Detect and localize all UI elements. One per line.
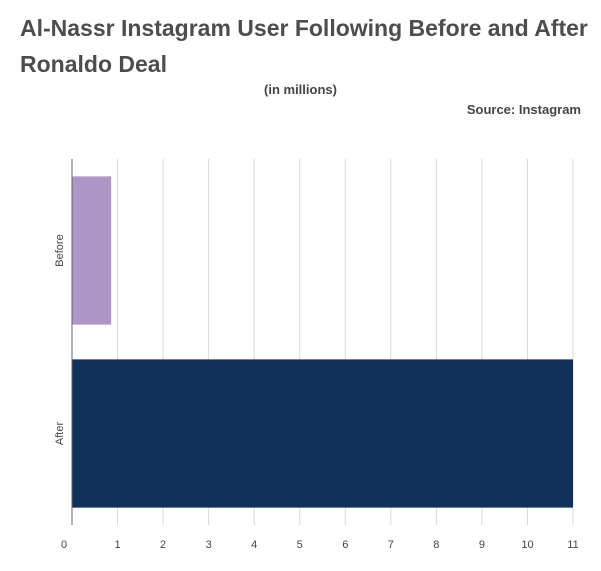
x-tick-label: 3 <box>206 539 212 551</box>
bar-after <box>72 359 573 508</box>
x-tick-label: 5 <box>297 539 303 551</box>
x-tick-label: 4 <box>251 539 257 551</box>
x-tick-label: 8 <box>433 539 439 551</box>
category-label-before: Before <box>54 234 66 266</box>
bar-before <box>72 176 112 325</box>
chart-subtitle: (in millions) <box>264 82 337 97</box>
x-tick-label: 2 <box>160 539 166 551</box>
x-tick-label: 7 <box>388 539 394 551</box>
x-tick-label: 9 <box>479 539 485 551</box>
x-tick-label: 1 <box>114 539 120 551</box>
bars <box>72 176 573 508</box>
chart-source: Source: Instagram <box>466 102 581 117</box>
x-tick-label: 6 <box>342 539 348 551</box>
chart-title: Al-Nassr Instagram User Following Before… <box>20 15 588 77</box>
x-tick-label: 11 <box>567 539 578 551</box>
x-tick-labels: 0 1 2 3 4 5 6 7 8 9 10 11 <box>61 539 579 551</box>
x-tick-label: 10 <box>521 539 533 551</box>
category-labels: Before After <box>54 234 66 445</box>
x-tick-label: 0 <box>61 539 67 551</box>
category-label-after: After <box>54 422 66 446</box>
